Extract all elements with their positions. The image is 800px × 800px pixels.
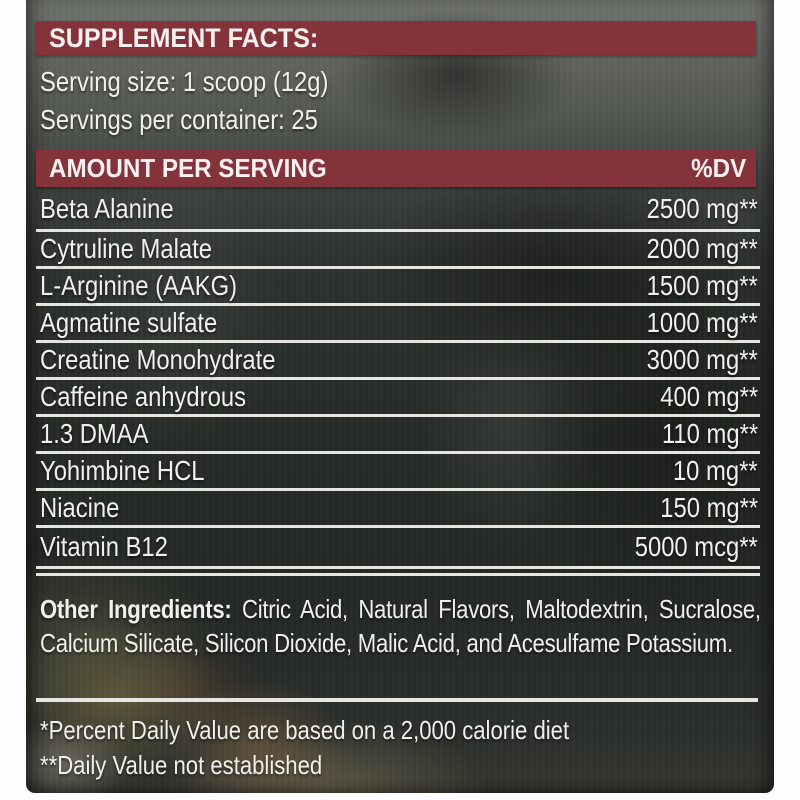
ingredient-name: Agmatine sulfate	[40, 307, 218, 338]
section-divider-double-line	[36, 566, 760, 580]
table-row: Beta Alanine 2500 mg**	[36, 186, 760, 232]
table-row: Vitamin B12 5000 mcg**	[36, 528, 760, 565]
serving-info: Serving size: 1 scoop (12g) Servings per…	[40, 63, 379, 139]
ingredient-name: Vitamin B12	[40, 530, 168, 562]
supplement-facts-label: SUPPLEMENT FACTS: Serving size: 1 scoop …	[26, 0, 774, 793]
ingredient-name: Caffeine anhydrous	[40, 381, 246, 412]
other-ingredients-paragraph: Other Ingredients: Citric Acid, Natural …	[40, 592, 761, 660]
ingredient-amount: 110 mg**	[661, 418, 758, 449]
ingredient-name: Beta Alanine	[40, 193, 174, 224]
footnote-divider-line	[36, 698, 758, 702]
ingredient-amount: 10 mg**	[673, 455, 758, 486]
table-row: 1.3 DMAA 110 mg**	[36, 417, 760, 454]
ingredient-amount: 1500 mg**	[646, 270, 758, 301]
amount-per-serving-bar: AMOUNT PER SERVING %DV	[36, 150, 756, 187]
servings-per-container-text: Servings per container: 25	[40, 104, 318, 135]
footnote-daily-value-not-established: **Daily Value not established	[40, 750, 323, 780]
ingredient-name: 1.3 DMAA	[40, 418, 149, 449]
table-row: Agmatine sulfate 1000 mg**	[36, 306, 760, 343]
table-row: Creatine Monohydrate 3000 mg**	[36, 343, 760, 380]
supplement-facts-title: SUPPLEMENT FACTS:	[49, 22, 319, 53]
other-ingredients-label: Other Ingredients:	[40, 594, 232, 624]
table-row: Caffeine anhydrous 400 mg**	[36, 380, 760, 417]
amount-per-serving-label: AMOUNT PER SERVING	[49, 153, 327, 183]
ingredient-amount: 3000 mg**	[646, 344, 758, 375]
table-row: Niacine 150 mg**	[36, 491, 760, 528]
table-row: Cytruline Malate 2000 mg**	[36, 232, 760, 269]
ingredient-table: Beta Alanine 2500 mg** Cytruline Malate …	[36, 186, 760, 565]
ingredient-name: Niacine	[40, 492, 120, 523]
ingredient-amount: 1000 mg**	[646, 307, 758, 338]
serving-size-text: Serving size: 1 scoop (12g)	[40, 66, 329, 97]
ingredient-name: Creatine Monohydrate	[40, 344, 276, 375]
other-ingredients-text: Citric Acid, Natural Flavors, Maltodextr…	[40, 594, 761, 658]
supplement-facts-header-bar: SUPPLEMENT FACTS:	[36, 21, 756, 55]
ingredient-amount: 2000 mg**	[646, 233, 758, 264]
footnote-percent-daily-value: *Percent Daily Value are based on a 2,00…	[40, 715, 570, 745]
ingredient-name: L-Arginine (AAKG)	[40, 270, 238, 301]
footnotes: *Percent Daily Value are based on a 2,00…	[40, 713, 662, 783]
ingredient-amount: 5000 mcg**	[634, 530, 758, 562]
ingredient-name: Yohimbine HCL	[40, 455, 205, 486]
ingredient-amount: 2500 mg**	[646, 193, 758, 224]
ingredient-amount: 150 mg**	[660, 492, 758, 523]
table-row: L-Arginine (AAKG) 1500 mg**	[36, 269, 760, 306]
ingredient-name: Cytruline Malate	[40, 233, 212, 264]
table-row: Yohimbine HCL 10 mg**	[36, 454, 760, 491]
dv-column-header: %DV	[690, 153, 746, 183]
ingredient-amount: 400 mg**	[660, 381, 758, 412]
